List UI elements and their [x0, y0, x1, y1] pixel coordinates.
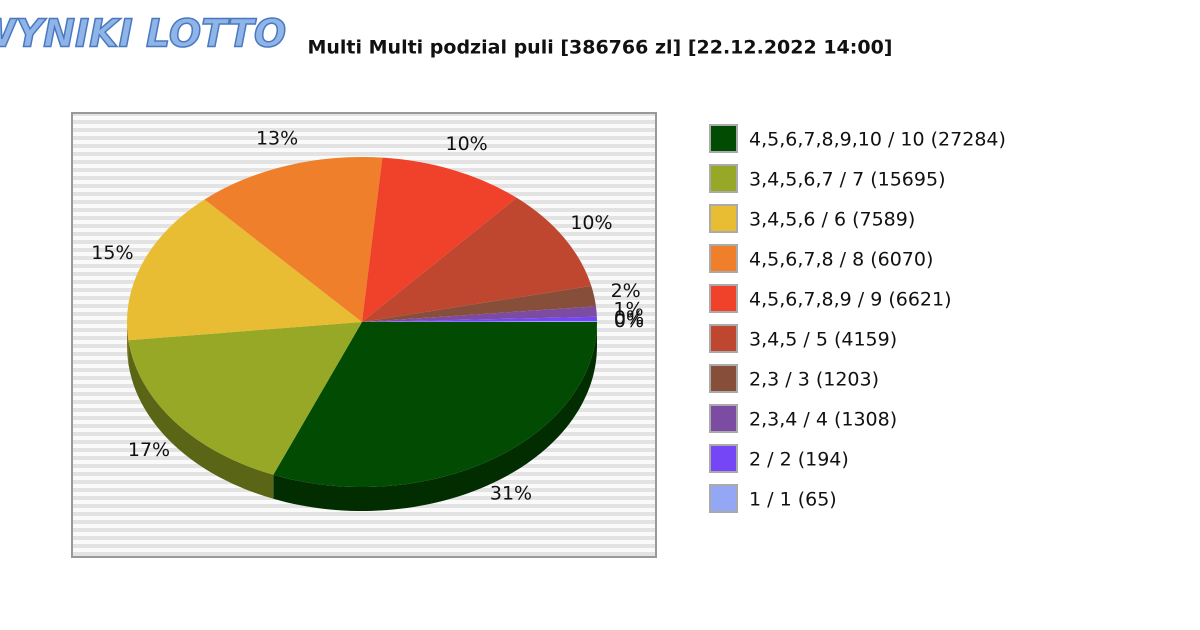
value-label: 31%: [490, 483, 532, 505]
slice: [362, 306, 597, 322]
legend-label: 2 / 2 (194): [749, 449, 849, 471]
legend-swatch: [709, 324, 738, 353]
legend-label: 4,5,6,7,8 / 8 (6070): [749, 249, 933, 271]
legend-swatch: [709, 164, 738, 193]
slice: [362, 285, 596, 322]
value-label: 15%: [91, 242, 133, 264]
legend-label: 3,4,5,6,7 / 7 (15695): [749, 169, 945, 191]
legend-swatch: [709, 204, 738, 233]
slice-top: [362, 316, 597, 322]
slice-side: [273, 322, 597, 511]
legend-swatch: [709, 284, 738, 313]
slice-top: [362, 197, 592, 322]
slice-top: [362, 157, 517, 322]
value-label: 17%: [128, 439, 170, 461]
slice: [273, 322, 597, 511]
legend-label: 2,3,4 / 4 (1308): [749, 409, 897, 431]
value-label: 0%: [614, 310, 644, 332]
slice-top: [204, 157, 383, 322]
legend-swatch: [709, 484, 738, 513]
slice-side: [127, 322, 129, 365]
legend-swatch: [709, 244, 738, 273]
slice-top: [362, 306, 597, 322]
legend-swatch: [709, 124, 738, 153]
logo: WYNIKI LOTTO: [0, 12, 286, 56]
value-label: 1%: [613, 298, 643, 320]
slice-top: [362, 320, 597, 322]
slice: [204, 157, 383, 322]
slice-top: [273, 322, 597, 487]
slice: [362, 320, 597, 322]
slice-top: [127, 199, 362, 341]
legend-label: 4,5,6,7,8,9,10 / 10 (27284): [749, 129, 1006, 151]
value-label: 10%: [570, 212, 612, 234]
legend-label: 3,4,5,6 / 6 (7589): [749, 209, 915, 231]
chart-title: Multi Multi podzial puli [386766 zl] [22…: [307, 37, 892, 59]
legend-label: 1 / 1 (65): [749, 489, 837, 511]
legend-swatch: [709, 444, 738, 473]
value-label: 0%: [614, 307, 644, 329]
legend-swatch: [709, 364, 738, 393]
legend-swatch: [709, 404, 738, 433]
legend-label: 2,3 / 3 (1203): [749, 369, 879, 391]
value-label: 13%: [256, 128, 298, 150]
slice: [128, 322, 362, 499]
legend-label: 3,4,5 / 5 (4159): [749, 329, 897, 351]
legend-label: 4,5,6,7,8,9 / 9 (6621): [749, 289, 952, 311]
slice: [362, 197, 592, 322]
slice-side: [128, 340, 274, 499]
slice: [362, 157, 517, 322]
slice: [362, 316, 597, 322]
slice: [127, 199, 362, 365]
value-label: 10%: [445, 133, 487, 155]
slice-top: [128, 322, 362, 475]
slice-top: [362, 285, 596, 322]
value-label: 2%: [611, 280, 641, 302]
